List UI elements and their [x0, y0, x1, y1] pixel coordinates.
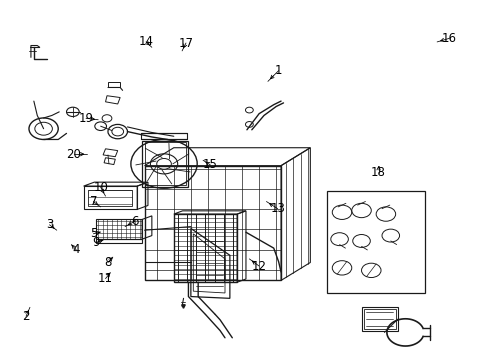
Text: 17: 17: [178, 36, 193, 50]
Text: 3: 3: [46, 218, 53, 231]
Bar: [363, 309, 395, 329]
Text: 10: 10: [93, 181, 108, 194]
Bar: [327, 191, 424, 293]
Text: 15: 15: [203, 158, 217, 171]
Text: 9: 9: [92, 236, 100, 249]
Text: 20: 20: [66, 148, 81, 161]
Text: 16: 16: [441, 32, 456, 45]
Text: 6: 6: [131, 215, 138, 228]
Text: 1: 1: [274, 64, 282, 77]
Bar: [141, 133, 187, 139]
Text: 7: 7: [89, 195, 97, 208]
Text: 19: 19: [79, 112, 93, 125]
Bar: [144, 142, 185, 185]
Bar: [361, 307, 397, 330]
Bar: [88, 190, 132, 206]
Text: 11: 11: [98, 272, 113, 285]
Text: 14: 14: [138, 35, 153, 49]
Text: 5: 5: [89, 227, 97, 240]
Text: 8: 8: [104, 256, 111, 269]
Text: 18: 18: [370, 166, 385, 179]
Text: 4: 4: [72, 243, 80, 256]
Bar: [142, 140, 188, 187]
Text: 2: 2: [22, 310, 30, 323]
Bar: [173, 214, 237, 282]
Bar: [144, 166, 281, 280]
Text: 12: 12: [251, 260, 266, 273]
Text: 13: 13: [270, 202, 285, 215]
